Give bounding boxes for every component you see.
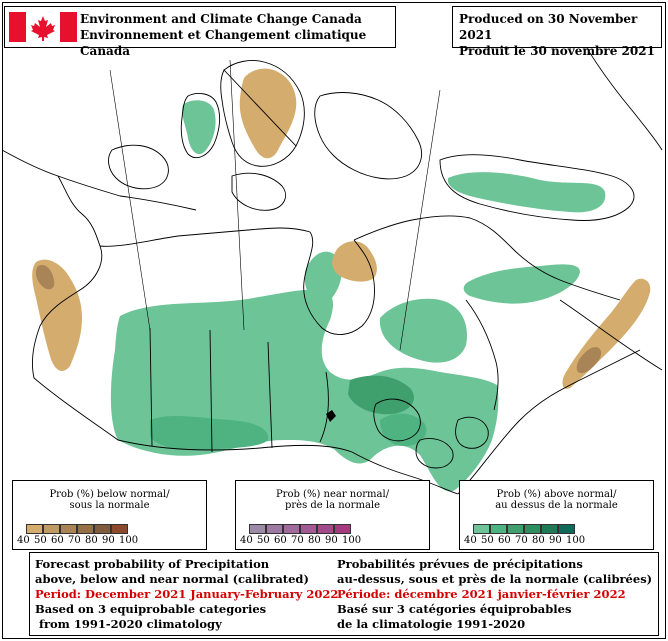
legend-near-normal: Prob (%) near normal/ près de la normale…	[235, 480, 430, 550]
swatch	[26, 524, 43, 534]
forecast-info-fr: Probabilités prévues de précipitations a…	[337, 557, 652, 632]
legend-above-ticks: 40 50 60 70 80 90 100	[464, 535, 586, 546]
info-fr-line4: Basé sur 3 catégories équiprobables	[337, 602, 572, 616]
below-normal-bc-core	[35, 264, 55, 290]
info-en-line1: Forecast probability of Precipitation	[35, 557, 270, 571]
forecast-info-en: Forecast probability of Precipitation ab…	[35, 557, 338, 632]
swatch	[334, 524, 351, 534]
info-fr-line1: Probabilités prévues de précipitations	[337, 557, 583, 571]
info-en-period: Period: December 2021 January-February 2…	[35, 587, 339, 601]
swatch	[317, 524, 334, 534]
above-normal-labrador	[463, 264, 580, 304]
below-normal-areas	[32, 68, 651, 389]
legend-below-title-fr: sous la normale	[69, 500, 150, 511]
swatch	[249, 524, 266, 534]
graticule	[109, 59, 441, 351]
legend-near-ticks: 40 50 60 70 80 90 100	[240, 535, 362, 546]
legend-below-title-en: Prob (%) below normal/	[49, 489, 170, 500]
tick-label: 60	[274, 535, 287, 546]
tick-label: 50	[257, 535, 270, 546]
below-normal-atlantic	[562, 278, 651, 389]
agency-name-fr: Environnement et Changement climatique C…	[80, 28, 367, 58]
swatch	[507, 524, 524, 534]
info-fr-line2: au-dessus, sous et près de la normale (c…	[337, 572, 653, 586]
coastlines	[1, 11, 663, 495]
swatch	[490, 524, 507, 534]
below-normal-atlantic-core	[576, 347, 602, 374]
swatch	[283, 524, 300, 534]
info-fr-period: Période: décembre 2021 janvier-février 2…	[337, 587, 626, 601]
produced-date-fr: Produit le 30 novembre 2021	[459, 44, 655, 58]
swatch	[524, 524, 541, 534]
tick-label: 100	[342, 535, 362, 546]
above-normal-quebec	[379, 298, 467, 363]
agency-header: Environment and Climate Change Canada En…	[4, 6, 396, 58]
legend-above-swatches	[473, 524, 575, 534]
tick-label: 90	[549, 535, 562, 546]
tick-label: 50	[481, 535, 494, 546]
lake-winnipeg	[326, 410, 336, 422]
above-normal-areas	[110, 100, 606, 492]
tick-label: 40	[17, 535, 30, 546]
swatch	[300, 524, 317, 534]
tick-label: 40	[240, 535, 253, 546]
agency-name-en: Environment and Climate Change Canada	[80, 12, 362, 26]
legend-near-title-en: Prob (%) near normal/	[275, 489, 390, 500]
swatch	[43, 524, 60, 534]
tick-label: 70	[68, 535, 81, 546]
produced-date-en: Produced on 30 November 2021	[459, 12, 638, 42]
tick-label: 70	[291, 535, 304, 546]
tick-label: 90	[102, 535, 115, 546]
tick-label: 70	[515, 535, 528, 546]
swatch	[473, 524, 490, 534]
tick-label: 80	[308, 535, 321, 546]
swatch	[77, 524, 94, 534]
swatch	[60, 524, 77, 534]
production-date-box: Produced on 30 November 2021 Produit le …	[452, 6, 662, 58]
tick-label: 60	[51, 535, 64, 546]
info-fr-line5: de la climatologie 1991-2020	[337, 617, 526, 631]
below-normal-ellesmere	[239, 68, 297, 159]
above-normal-great-lakes	[380, 413, 427, 446]
tick-label: 60	[498, 535, 511, 546]
info-en-line4: Based on 3 equiprobable categories	[35, 602, 267, 616]
forecast-info-box: Forecast probability of Precipitation ab…	[29, 552, 659, 636]
tick-label: 80	[85, 535, 98, 546]
above-normal-baffin	[447, 172, 606, 213]
swatch	[111, 524, 128, 534]
tick-label: 80	[532, 535, 545, 546]
swatch	[266, 524, 283, 534]
below-normal-hudson-bay	[332, 241, 377, 282]
tick-label: 90	[325, 535, 338, 546]
legend-above-title-en: Prob (%) above normal/	[496, 489, 617, 500]
canada-flag-icon	[9, 12, 77, 42]
info-en-line2: above, below and near normal (calibrated…	[35, 572, 309, 586]
swatch	[541, 524, 558, 534]
tick-label: 100	[119, 535, 139, 546]
tick-label: 40	[464, 535, 477, 546]
legend-above-title-fr: au dessus de la normale	[495, 500, 618, 511]
tick-label: 50	[34, 535, 47, 546]
legend-near-swatches	[249, 524, 351, 534]
info-en-line5: from 1991-2020 climatology	[35, 617, 222, 631]
swatch	[94, 524, 111, 534]
legend-above-normal: Prob (%) above normal/ au dessus de la n…	[459, 480, 654, 550]
above-normal-arctic	[182, 100, 216, 155]
legend-below-ticks: 40 50 60 70 80 90 100	[17, 535, 139, 546]
above-normal-ontario-core	[348, 375, 414, 415]
swatch	[558, 524, 575, 534]
legend-below-normal: Prob (%) below normal/ sous la normale 4…	[12, 480, 207, 550]
legend-near-title-fr: près de la normale	[284, 500, 381, 511]
tick-label: 100	[566, 535, 586, 546]
above-normal-prairie-core	[150, 415, 269, 451]
legend-below-swatches	[26, 524, 128, 534]
